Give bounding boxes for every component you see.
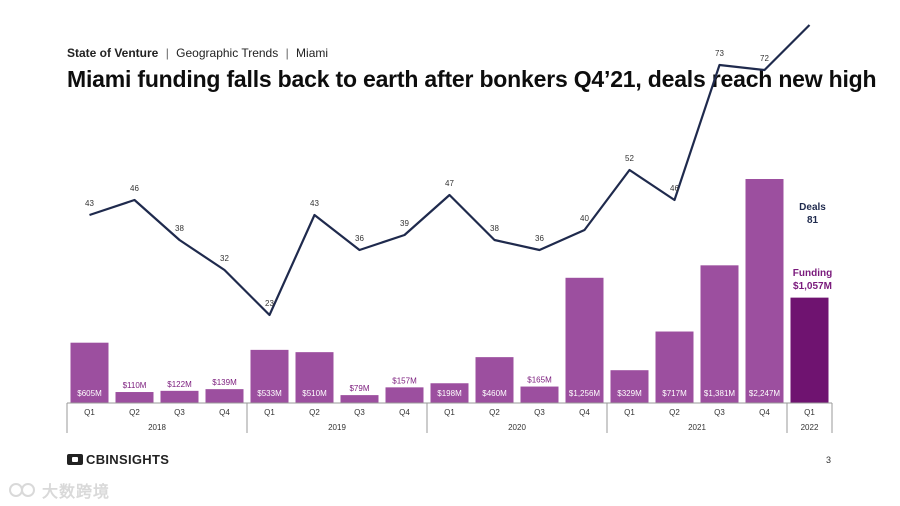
bar-8 bbox=[430, 383, 469, 403]
x-tick-label-6: Q3 bbox=[354, 408, 365, 417]
bar-value-label-10: $165M bbox=[527, 376, 552, 385]
year-label-2: 2020 bbox=[508, 423, 526, 432]
bar-value-label-9: $460M bbox=[482, 389, 507, 398]
deals-value-label-8: 47 bbox=[445, 179, 454, 188]
bar-5 bbox=[295, 352, 334, 403]
bar-11 bbox=[565, 277, 604, 403]
year-label-3: 2021 bbox=[688, 423, 706, 432]
deals-value-label-3: 32 bbox=[220, 254, 229, 263]
year-label-0: 2018 bbox=[148, 423, 166, 432]
bar-value-label-12: $329M bbox=[617, 389, 642, 398]
funding-callout-value: $1,057M bbox=[793, 281, 832, 292]
bar-0 bbox=[70, 342, 109, 403]
bar-7 bbox=[385, 387, 424, 403]
x-tick-label-10: Q3 bbox=[534, 408, 545, 417]
bar-value-label-6: $79M bbox=[349, 384, 369, 393]
deals-value-label-5: 43 bbox=[310, 199, 319, 208]
bar-value-label-7: $157M bbox=[392, 376, 417, 385]
x-tick-label-1: Q2 bbox=[129, 408, 140, 417]
x-tick-label-3: Q4 bbox=[219, 408, 230, 417]
breadcrumb-separator: | bbox=[285, 46, 289, 60]
bar-6 bbox=[340, 395, 379, 403]
breadcrumb-brand: State of Venture bbox=[67, 46, 159, 60]
bar-4 bbox=[250, 349, 289, 403]
bar-10 bbox=[520, 386, 559, 403]
deals-value-label-11: 40 bbox=[580, 214, 589, 223]
bar-value-label-8: $198M bbox=[437, 389, 462, 398]
bar-value-label-0: $605M bbox=[77, 389, 102, 398]
bar-14 bbox=[700, 265, 739, 403]
x-tick-label-9: Q2 bbox=[489, 408, 500, 417]
bar-16 bbox=[790, 297, 829, 403]
bar-12 bbox=[610, 370, 649, 403]
deals-callout-value: 81 bbox=[807, 215, 819, 226]
cbinsights-logo-icon bbox=[67, 454, 83, 465]
cbinsights-logo: CBINSIGHTS bbox=[67, 452, 169, 467]
watermark-logo-icon bbox=[9, 483, 35, 497]
watermark: 大数跨境 bbox=[8, 478, 110, 502]
bar-value-label-15: $2,247M bbox=[749, 389, 780, 398]
deals-value-label-12: 52 bbox=[625, 154, 634, 163]
x-tick-label-7: Q4 bbox=[399, 408, 410, 417]
bar-value-label-5: $510M bbox=[302, 389, 327, 398]
x-tick-label-12: Q1 bbox=[624, 408, 635, 417]
breadcrumb: State of Venture | Geographic Trends | M… bbox=[67, 46, 328, 60]
bar-1 bbox=[115, 392, 154, 403]
breadcrumb-separator: | bbox=[165, 46, 169, 60]
watermark-text: 大数跨境 bbox=[42, 484, 111, 501]
page-number: 3 bbox=[826, 455, 832, 465]
bar-value-label-14: $1,381M bbox=[704, 389, 735, 398]
bar-value-label-11: $1,256M bbox=[569, 389, 600, 398]
breadcrumb-section: Geographic Trends bbox=[176, 46, 279, 60]
bar-value-label-2: $122M bbox=[167, 380, 192, 389]
deals-value-label-1: 46 bbox=[130, 184, 139, 193]
bar-3 bbox=[205, 389, 244, 403]
x-tick-label-8: Q1 bbox=[444, 408, 455, 417]
bar-15 bbox=[745, 179, 784, 403]
deals-value-label-2: 38 bbox=[175, 224, 184, 233]
funding-callout-name: Funding bbox=[793, 268, 832, 279]
deals-value-label-10: 36 bbox=[535, 234, 544, 243]
bar-value-label-3: $139M bbox=[212, 378, 237, 387]
breadcrumb-region: Miami bbox=[296, 46, 329, 60]
deals-value-label-15: 72 bbox=[760, 54, 769, 63]
deals-value-label-7: 39 bbox=[400, 219, 409, 228]
deals-callout-name: Deals bbox=[799, 202, 826, 213]
deals-value-label-0: 43 bbox=[85, 199, 94, 208]
year-label-1: 2019 bbox=[328, 423, 346, 432]
bar-13 bbox=[655, 331, 694, 403]
x-tick-label-13: Q2 bbox=[669, 408, 680, 417]
deals-value-label-14: 73 bbox=[715, 49, 724, 58]
x-tick-label-11: Q4 bbox=[579, 408, 590, 417]
deals-line bbox=[89, 24, 811, 317]
x-tick-label-16: Q1 bbox=[804, 408, 815, 417]
x-tick-label-5: Q2 bbox=[309, 408, 320, 417]
deals-value-label-13: 46 bbox=[670, 184, 679, 193]
cbinsights-logo-text: CBINSIGHTS bbox=[86, 452, 170, 467]
deals-value-label-4: 23 bbox=[265, 299, 274, 308]
page-title: Miami funding falls back to earth after … bbox=[67, 66, 877, 92]
x-tick-label-0: Q1 bbox=[84, 408, 95, 417]
x-tick-label-4: Q1 bbox=[264, 408, 275, 417]
bar-value-label-13: $717M bbox=[662, 389, 687, 398]
x-tick-label-2: Q3 bbox=[174, 408, 185, 417]
deals-value-label-6: 36 bbox=[355, 234, 364, 243]
bar-9 bbox=[475, 357, 514, 403]
x-tick-label-15: Q4 bbox=[759, 408, 770, 417]
deals-value-label-9: 38 bbox=[490, 224, 499, 233]
x-tick-label-14: Q3 bbox=[714, 408, 725, 417]
bar-value-label-1: $110M bbox=[123, 381, 147, 390]
year-label-4: 2022 bbox=[801, 423, 819, 432]
bar-value-label-4: $533M bbox=[257, 389, 282, 398]
bar-2 bbox=[160, 390, 199, 403]
